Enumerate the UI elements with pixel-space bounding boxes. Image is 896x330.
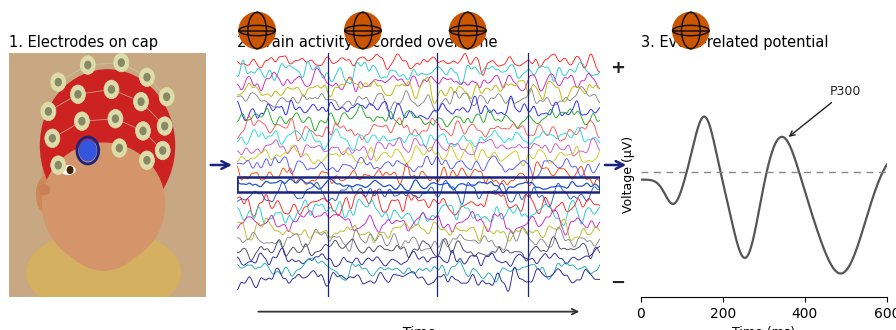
Text: 3. Event-related potential: 3. Event-related potential: [641, 35, 828, 50]
Circle shape: [74, 112, 90, 130]
Circle shape: [41, 102, 56, 121]
Circle shape: [46, 108, 51, 115]
Circle shape: [114, 53, 129, 72]
Circle shape: [164, 93, 169, 100]
Circle shape: [108, 110, 123, 128]
Circle shape: [159, 147, 166, 154]
Ellipse shape: [39, 185, 49, 194]
Ellipse shape: [27, 230, 180, 315]
Circle shape: [673, 13, 709, 49]
Circle shape: [140, 68, 154, 86]
Circle shape: [81, 141, 95, 160]
Circle shape: [51, 73, 65, 91]
Circle shape: [113, 115, 118, 122]
Polygon shape: [68, 253, 137, 297]
Circle shape: [51, 156, 65, 175]
Text: Time: Time: [401, 326, 436, 330]
Text: −: −: [610, 274, 625, 292]
Text: 1. Electrodes on cap: 1. Electrodes on cap: [9, 35, 158, 50]
Circle shape: [162, 122, 168, 130]
Ellipse shape: [40, 70, 175, 221]
Circle shape: [56, 161, 61, 169]
Y-axis label: Voltage (μV): Voltage (μV): [622, 136, 635, 214]
Circle shape: [45, 129, 60, 148]
Circle shape: [144, 74, 150, 81]
Ellipse shape: [67, 167, 73, 174]
Bar: [237, 177, 600, 192]
Circle shape: [75, 91, 81, 98]
Circle shape: [104, 80, 119, 99]
Ellipse shape: [42, 143, 165, 265]
Circle shape: [135, 122, 151, 140]
Polygon shape: [9, 53, 206, 297]
Circle shape: [144, 156, 150, 164]
Circle shape: [79, 117, 85, 125]
Circle shape: [85, 147, 90, 154]
Circle shape: [134, 92, 149, 111]
Ellipse shape: [42, 80, 165, 270]
Circle shape: [155, 141, 170, 160]
Circle shape: [138, 98, 144, 105]
Circle shape: [85, 61, 90, 69]
Ellipse shape: [37, 176, 56, 213]
Circle shape: [108, 86, 115, 93]
Circle shape: [116, 145, 123, 152]
Circle shape: [239, 13, 275, 49]
Text: P300: P300: [789, 85, 861, 136]
Text: 2. Brain activity recorded over time: 2. Brain activity recorded over time: [237, 35, 498, 50]
Circle shape: [140, 151, 154, 170]
Circle shape: [81, 56, 95, 74]
Circle shape: [345, 13, 381, 49]
Text: +: +: [610, 59, 625, 77]
Circle shape: [159, 87, 174, 106]
Circle shape: [140, 127, 146, 135]
Circle shape: [56, 79, 61, 86]
Circle shape: [118, 59, 125, 66]
Circle shape: [49, 135, 56, 142]
Circle shape: [450, 13, 486, 49]
Circle shape: [157, 117, 172, 135]
Circle shape: [80, 140, 96, 161]
Circle shape: [112, 139, 127, 157]
X-axis label: Time (ms): Time (ms): [732, 326, 796, 330]
Ellipse shape: [61, 166, 75, 174]
Circle shape: [71, 85, 85, 104]
